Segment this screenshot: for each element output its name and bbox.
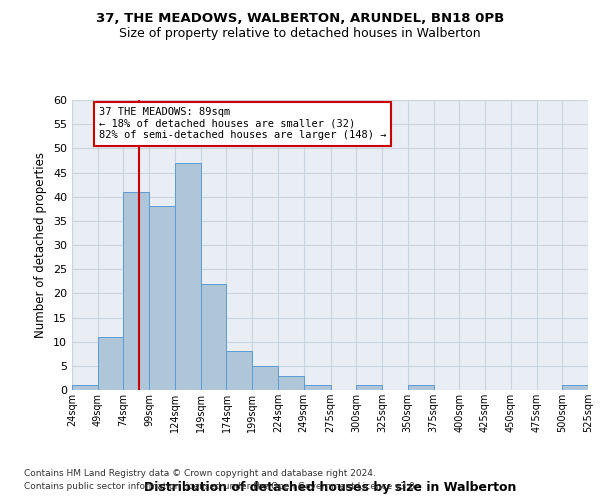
X-axis label: Distribution of detached houses by size in Walberton: Distribution of detached houses by size … [144, 481, 516, 494]
Bar [408, 385, 434, 390]
Bar [278, 376, 304, 390]
Bar [149, 206, 175, 390]
Bar [72, 385, 98, 390]
Bar [201, 284, 226, 390]
Bar [98, 337, 124, 390]
Text: Contains public sector information licensed under the Open Government Licence v3: Contains public sector information licen… [24, 482, 418, 491]
Text: Size of property relative to detached houses in Walberton: Size of property relative to detached ho… [119, 28, 481, 40]
Text: 37, THE MEADOWS, WALBERTON, ARUNDEL, BN18 0PB: 37, THE MEADOWS, WALBERTON, ARUNDEL, BN1… [96, 12, 504, 26]
Y-axis label: Number of detached properties: Number of detached properties [34, 152, 47, 338]
Bar [124, 192, 149, 390]
Bar [175, 163, 201, 390]
Bar [562, 385, 588, 390]
Bar [356, 385, 382, 390]
Bar [252, 366, 278, 390]
Bar [304, 385, 331, 390]
Text: Contains HM Land Registry data © Crown copyright and database right 2024.: Contains HM Land Registry data © Crown c… [24, 468, 376, 477]
Bar [226, 352, 252, 390]
Text: 37 THE MEADOWS: 89sqm
← 18% of detached houses are smaller (32)
82% of semi-deta: 37 THE MEADOWS: 89sqm ← 18% of detached … [99, 108, 386, 140]
